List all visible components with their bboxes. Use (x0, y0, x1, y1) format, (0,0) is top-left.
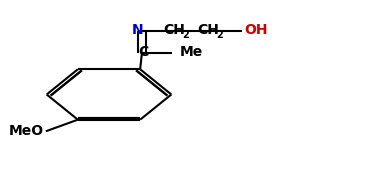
Text: CH: CH (197, 23, 219, 37)
Text: OH: OH (245, 23, 268, 37)
Text: CH: CH (163, 23, 185, 37)
Text: MeO: MeO (9, 124, 44, 138)
Text: 2: 2 (182, 30, 189, 40)
Text: Me: Me (180, 45, 203, 59)
Text: C: C (139, 45, 149, 59)
Text: N: N (132, 23, 143, 37)
Text: 2: 2 (216, 30, 223, 40)
